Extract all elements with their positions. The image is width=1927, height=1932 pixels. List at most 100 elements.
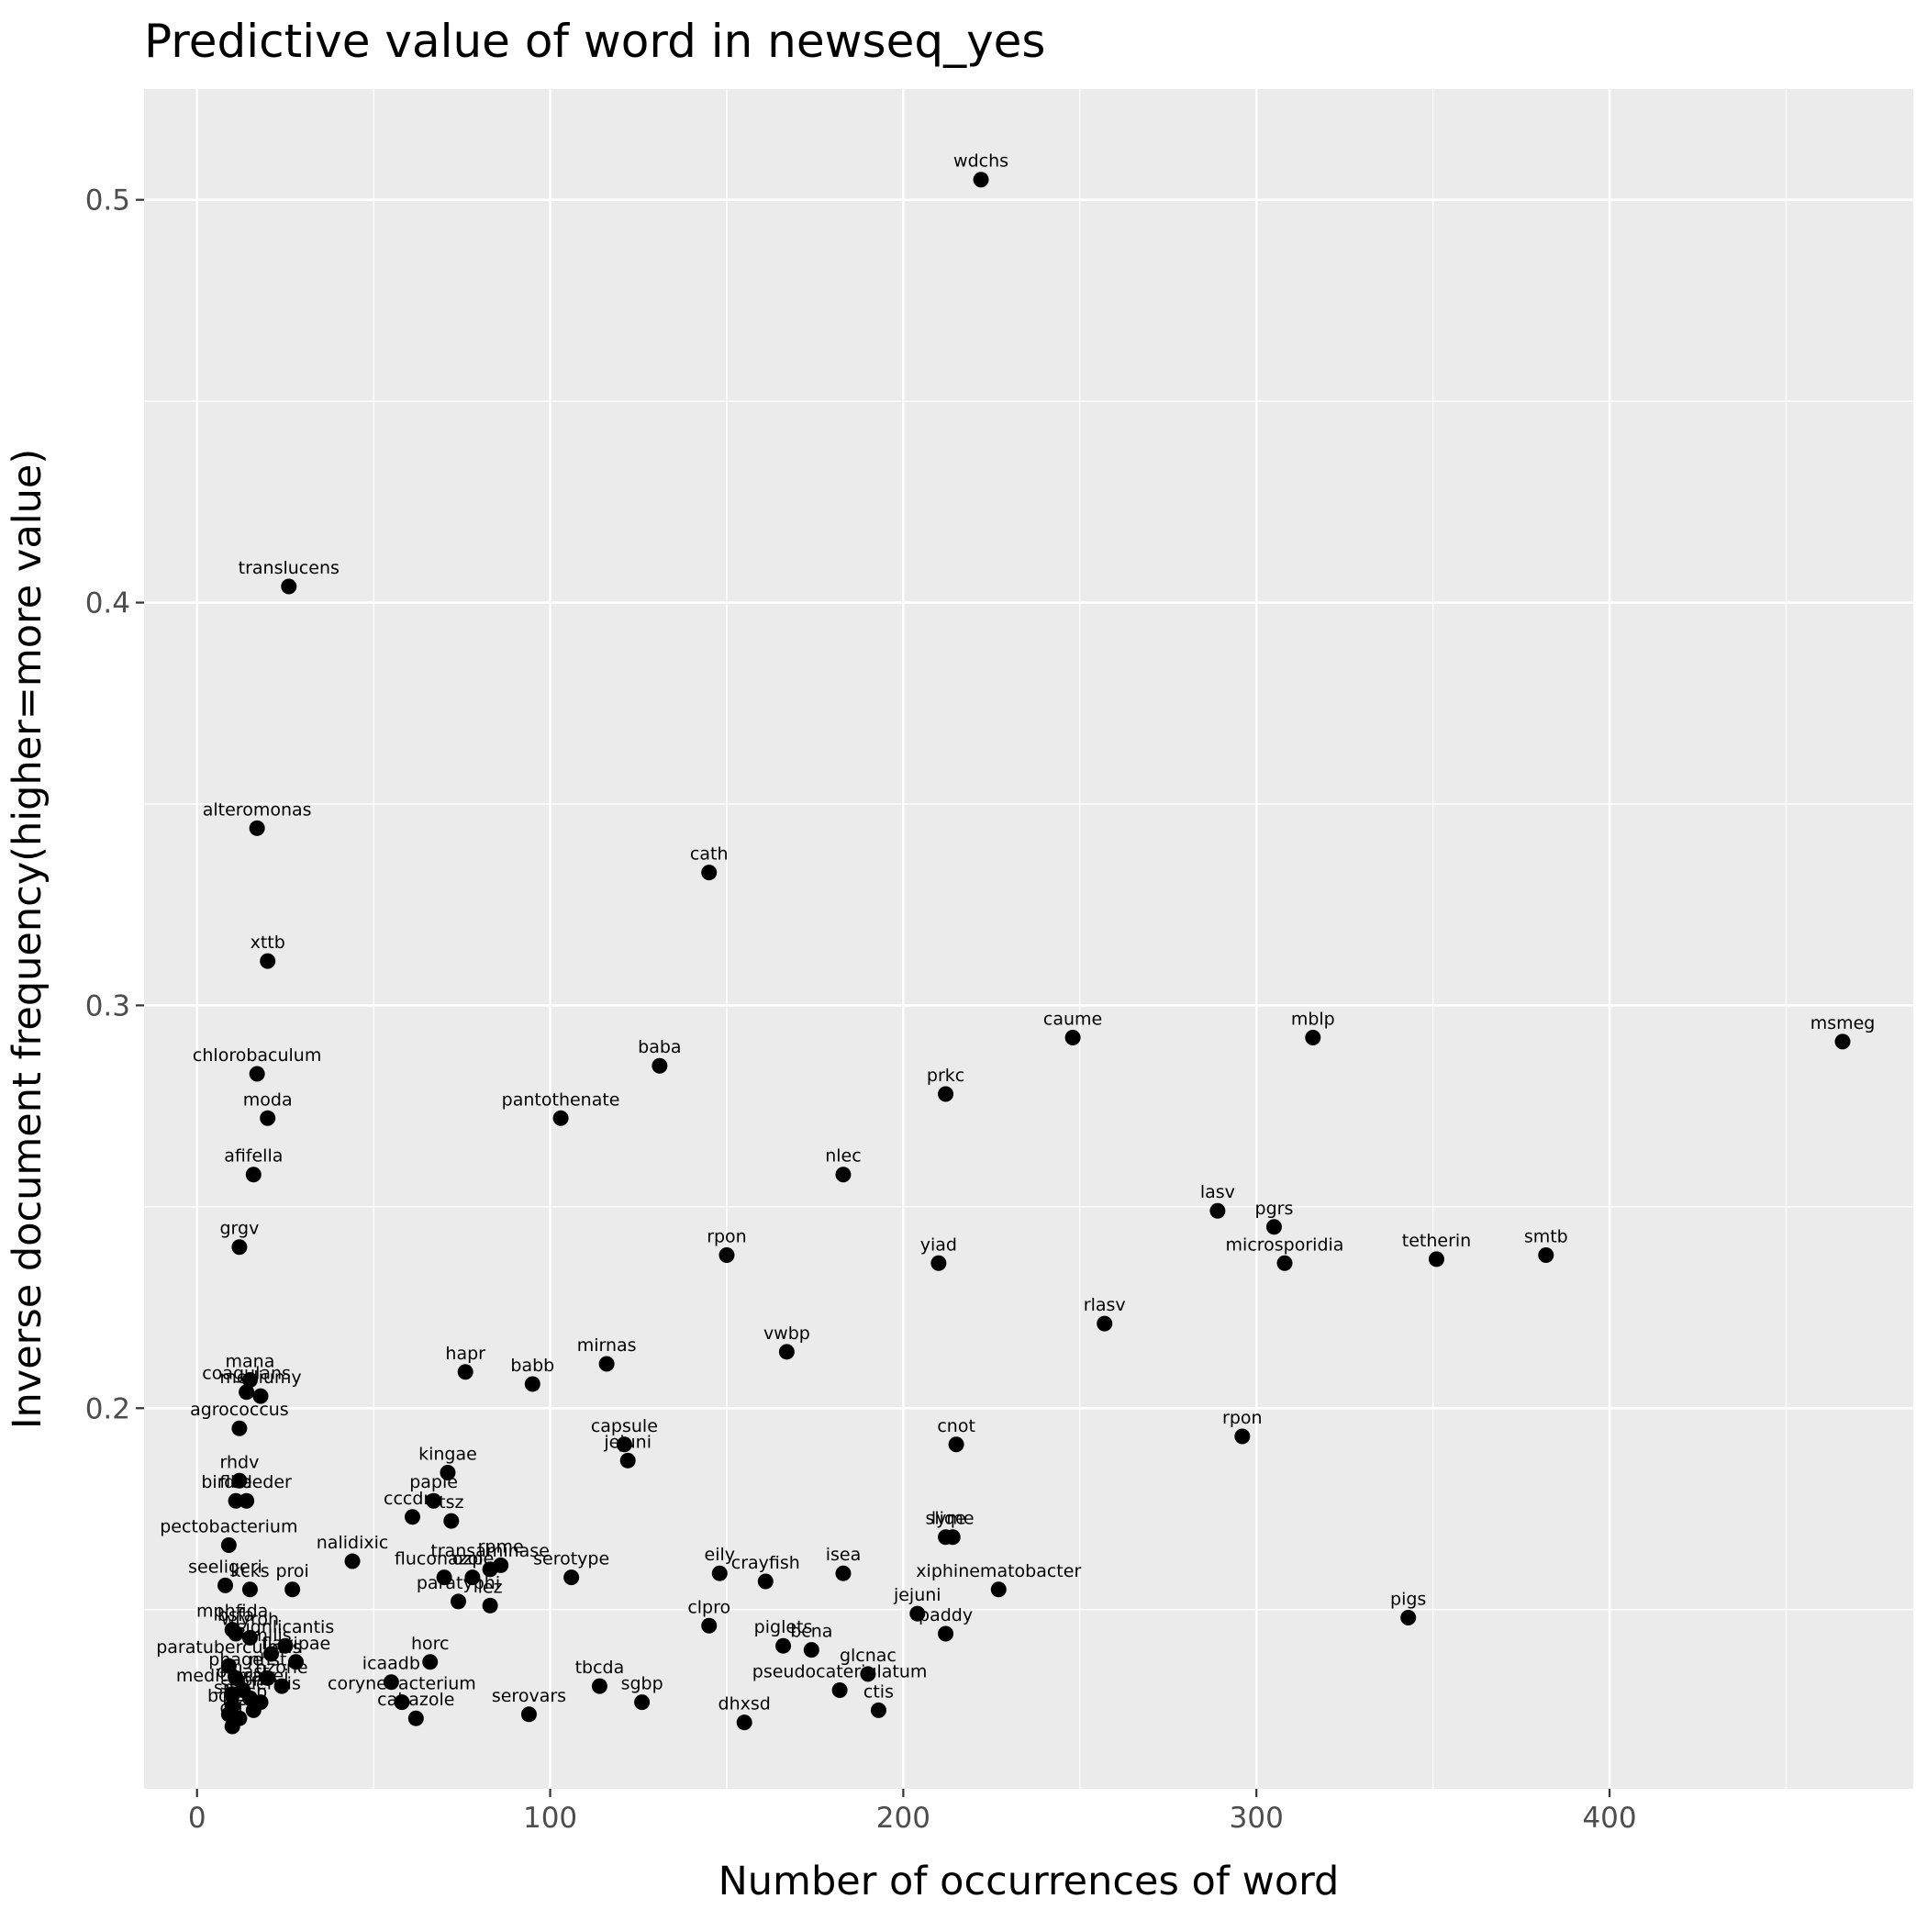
data-point bbox=[407, 1710, 424, 1726]
x-tick-label: 0 bbox=[188, 1802, 206, 1835]
point-label: pantothenate bbox=[502, 1089, 620, 1110]
point-label: jejuni bbox=[893, 1585, 941, 1605]
data-point bbox=[252, 1388, 269, 1404]
data-point bbox=[443, 1513, 460, 1529]
point-label: hapr bbox=[445, 1344, 485, 1364]
point-label: babb bbox=[510, 1356, 554, 1376]
data-point bbox=[260, 1670, 276, 1686]
point-label: wdchs bbox=[953, 151, 1008, 172]
point-labels-layer: wdchs translucens alteromonas cath xttb msmeg… bbox=[156, 151, 1875, 1718]
point-label: tbcda bbox=[575, 1658, 625, 1678]
grid-major bbox=[144, 89, 1913, 1789]
point-label: isea bbox=[826, 1545, 862, 1565]
data-point bbox=[860, 1666, 876, 1682]
point-label: paratuberculosis bbox=[156, 1637, 301, 1658]
point-label: cahazole bbox=[377, 1690, 454, 1710]
point-label: rpon bbox=[707, 1227, 747, 1247]
point-label: cnot bbox=[937, 1416, 975, 1436]
data-point bbox=[870, 1702, 886, 1718]
data-point bbox=[231, 1239, 248, 1256]
chart-title: Predictive value of word in newseq_yes bbox=[144, 15, 1045, 68]
point-label: horc bbox=[411, 1634, 450, 1654]
data-point bbox=[1305, 1030, 1321, 1046]
point-label: ozpc bbox=[452, 1549, 493, 1569]
data-point bbox=[482, 1561, 498, 1578]
point-label: lasv bbox=[1200, 1182, 1235, 1202]
data-point bbox=[260, 1110, 276, 1126]
point-label: pgrs bbox=[1255, 1199, 1294, 1219]
point-label: tetherin bbox=[1402, 1231, 1471, 1251]
point-label: mirnas bbox=[577, 1335, 637, 1356]
data-point bbox=[220, 1658, 237, 1674]
point-label: chlorobaculum bbox=[193, 1045, 321, 1066]
data-point bbox=[973, 172, 989, 188]
data-point bbox=[260, 953, 276, 969]
point-label: dhxsd bbox=[718, 1694, 771, 1714]
point-label: qrt bbox=[220, 1698, 245, 1718]
point-label: kingae bbox=[418, 1444, 477, 1464]
data-point bbox=[1834, 1033, 1851, 1050]
point-label: glcnac bbox=[840, 1646, 897, 1666]
y-tick-label: 0.5 bbox=[85, 184, 130, 218]
x-tick-label: 200 bbox=[876, 1802, 930, 1835]
point-label: lez bbox=[478, 1577, 503, 1597]
point-label: translucens bbox=[239, 558, 340, 578]
point-label: sgbp bbox=[621, 1674, 663, 1694]
data-point bbox=[228, 1625, 244, 1642]
point-label: agrococcus bbox=[190, 1400, 289, 1420]
point-label: eily bbox=[705, 1545, 736, 1565]
point-label: vphl bbox=[231, 1670, 269, 1690]
point-label: nhst bbox=[249, 1649, 286, 1670]
point-label: mllis bbox=[251, 1625, 291, 1646]
data-point bbox=[482, 1597, 498, 1614]
point-label: xttb bbox=[251, 932, 285, 953]
data-point bbox=[228, 1670, 244, 1686]
point-label: spm bbox=[214, 1678, 251, 1698]
point-label: icaadb bbox=[362, 1654, 420, 1674]
grid-minor bbox=[144, 89, 1913, 1789]
data-point bbox=[404, 1509, 420, 1525]
x-axis-ticks: 0 100 200 300 400 bbox=[188, 1789, 1637, 1835]
point-label: cath bbox=[690, 844, 729, 865]
point-label: pseudocateriulatum bbox=[752, 1661, 928, 1681]
point-label: pigs bbox=[1390, 1589, 1426, 1609]
data-point bbox=[736, 1714, 752, 1731]
data-point bbox=[241, 1581, 258, 1598]
data-point bbox=[718, 1247, 735, 1264]
point-label: mana bbox=[226, 1352, 275, 1372]
point-label: flavipae bbox=[262, 1634, 331, 1654]
point-label: fled bbox=[219, 1472, 252, 1492]
data-point bbox=[344, 1553, 361, 1569]
point-label: nlec bbox=[825, 1146, 861, 1167]
point-label: rsp bbox=[239, 1681, 267, 1702]
point-label: bsfa bbox=[217, 1605, 254, 1625]
data-point bbox=[1265, 1219, 1282, 1235]
data-point bbox=[426, 1492, 442, 1509]
data-point bbox=[249, 820, 265, 836]
data-point bbox=[220, 1536, 237, 1553]
data-point bbox=[281, 578, 297, 595]
data-point bbox=[711, 1565, 728, 1581]
point-label: alteromonas bbox=[203, 799, 312, 820]
data-point bbox=[263, 1646, 280, 1662]
data-point bbox=[224, 1686, 240, 1703]
point-label: smtb bbox=[1524, 1227, 1568, 1247]
data-point bbox=[436, 1569, 452, 1586]
point-label: baba bbox=[638, 1037, 681, 1057]
point-label: oblast bbox=[217, 1661, 270, 1681]
data-point bbox=[273, 1678, 290, 1694]
data-point bbox=[909, 1605, 926, 1622]
data-point bbox=[701, 1617, 718, 1634]
point-label: cccdra bbox=[384, 1489, 441, 1509]
point-label: yiad bbox=[920, 1234, 957, 1255]
data-point bbox=[524, 1376, 540, 1392]
point-label: rhdv bbox=[219, 1452, 259, 1472]
data-point bbox=[598, 1356, 615, 1372]
data-point bbox=[1097, 1315, 1113, 1332]
data-point bbox=[1538, 1247, 1554, 1264]
data-point bbox=[287, 1654, 304, 1670]
data-point bbox=[249, 1066, 265, 1082]
point-label: sienensis bbox=[220, 1674, 301, 1694]
